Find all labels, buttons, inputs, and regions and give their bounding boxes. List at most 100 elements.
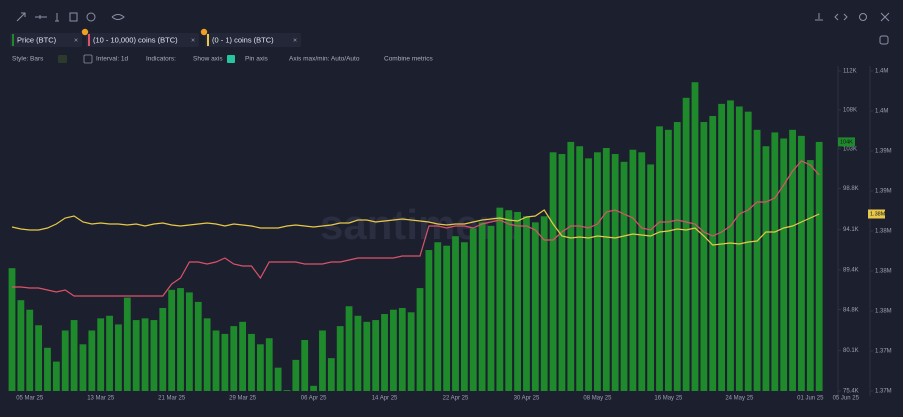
expand-icon[interactable]: [16, 12, 26, 22]
y-tick-label: 108K: [843, 107, 857, 113]
x-tick-label: 22 Apr 25: [443, 396, 469, 402]
bar: [159, 307, 167, 391]
legend-chip[interactable]: [10, 33, 82, 47]
eye-icon[interactable]: [111, 14, 125, 20]
toolbar-icons: [16, 12, 890, 45]
color-swatch[interactable]: [58, 55, 67, 63]
value-badge-label: 104K: [840, 139, 853, 145]
bar: [407, 312, 415, 391]
x-tick-label: 08 May 25: [583, 396, 612, 402]
y2-tick-label: 1.38M: [875, 269, 892, 275]
y-tick-label: 112K: [843, 69, 857, 75]
indicators-control[interactable]: Indicators:: [146, 56, 176, 63]
bar: [789, 129, 796, 392]
y-tick-label: 75.4K: [843, 389, 859, 395]
bar: [629, 149, 637, 391]
style-control[interactable]: Style: Bars: [12, 56, 44, 63]
bar: [106, 315, 113, 391]
bar: [141, 318, 149, 391]
bar: [656, 126, 663, 391]
bar: [558, 154, 566, 391]
bar: [647, 164, 655, 391]
bar: [549, 152, 557, 391]
combine-metrics-control[interactable]: Combine metrics: [384, 56, 434, 63]
x-tick-label: 16 May 25: [654, 396, 683, 402]
bar: [354, 315, 362, 391]
bar: [310, 385, 317, 391]
bar: [514, 211, 521, 391]
text-icon[interactable]: [55, 13, 59, 22]
line-icon[interactable]: [35, 15, 47, 19]
bar: [709, 115, 717, 392]
bar: [718, 103, 725, 391]
close-icon[interactable]: [880, 12, 890, 22]
emoji-icon[interactable]: [86, 12, 96, 22]
bar: [416, 288, 424, 391]
bar: [576, 146, 584, 391]
x-tick-label: 06 Apr 25: [301, 396, 327, 402]
camera-icon[interactable]: [879, 35, 889, 45]
download-icon[interactable]: [815, 13, 823, 21]
show-axis-toggle[interactable]: Show axis: [193, 56, 223, 63]
y2-tick-label: 1.39M: [875, 149, 892, 155]
y2-tick-label: 1.4M: [875, 69, 888, 75]
bar: [523, 216, 530, 391]
bar: [17, 300, 25, 391]
bar: [256, 344, 264, 391]
bar: [434, 242, 442, 391]
bar: [531, 222, 539, 391]
bar: [478, 222, 486, 391]
bar: [505, 210, 513, 391]
legend-swatch: [12, 34, 14, 46]
bar: [372, 320, 380, 391]
bar: [150, 320, 158, 391]
bar: [682, 97, 690, 391]
bar: [194, 301, 202, 391]
legend-chip[interactable]: [205, 33, 301, 47]
embed-icon[interactable]: [834, 13, 848, 21]
bar: [248, 333, 255, 391]
y2-tick-label: 1.38M: [875, 229, 892, 235]
bar: [88, 330, 96, 391]
bar: [398, 307, 406, 391]
show-axis-checkbox[interactable]: [227, 55, 235, 63]
calendar-icon: [83, 54, 93, 64]
x-tick-label: 01 Jun 25: [797, 396, 824, 402]
bar: [744, 111, 752, 391]
bar: [771, 132, 779, 392]
y-tick-label: 94.1K: [843, 227, 859, 233]
controls: Style: Bars Interval: 1d Indicators: Sho…: [12, 54, 434, 64]
bar: [390, 309, 397, 391]
interval-control[interactable]: Interval: 1d: [96, 56, 129, 63]
legend-swatch: [88, 34, 90, 46]
bar: [585, 158, 592, 391]
y-tick-label: 98.8K: [843, 186, 859, 192]
bar: [8, 268, 16, 391]
y2-tick-label: 1.38M: [875, 309, 892, 315]
plot-area: 75.4K 80.1K 84.8K 89.4K 94.1K 98.8K 103K 108K 11…: [8, 66, 892, 402]
bar: [664, 129, 672, 392]
x-tick-label: 05 Jun 25: [833, 396, 860, 402]
y2-tick-label: 1.4M: [875, 109, 888, 115]
bar: [798, 135, 805, 391]
settings-icon[interactable]: [859, 13, 867, 21]
x-tick-label: 13 Mar 25: [87, 396, 115, 402]
axis-minmax-control[interactable]: Axis max/min: Auto/Auto: [289, 56, 360, 63]
pin-axis-toggle[interactable]: Pin axis: [245, 56, 269, 63]
value-badge: [868, 209, 885, 219]
legend-chip[interactable]: [86, 33, 199, 47]
bar: [301, 339, 309, 391]
bar: [52, 361, 60, 391]
y-tick-label: 80.1K: [843, 348, 859, 354]
y-tick-label: 84.8K: [843, 307, 859, 313]
note-icon[interactable]: [69, 12, 78, 22]
legend-label: (0 - 1) coins (BTC): [212, 35, 274, 44]
value-badge: [838, 137, 855, 147]
bar: [212, 330, 220, 391]
bar: [460, 242, 468, 391]
value-badge-label: 1.38M: [870, 211, 886, 217]
bar: [44, 347, 51, 391]
legend-label: Price (BTC): [17, 35, 57, 44]
